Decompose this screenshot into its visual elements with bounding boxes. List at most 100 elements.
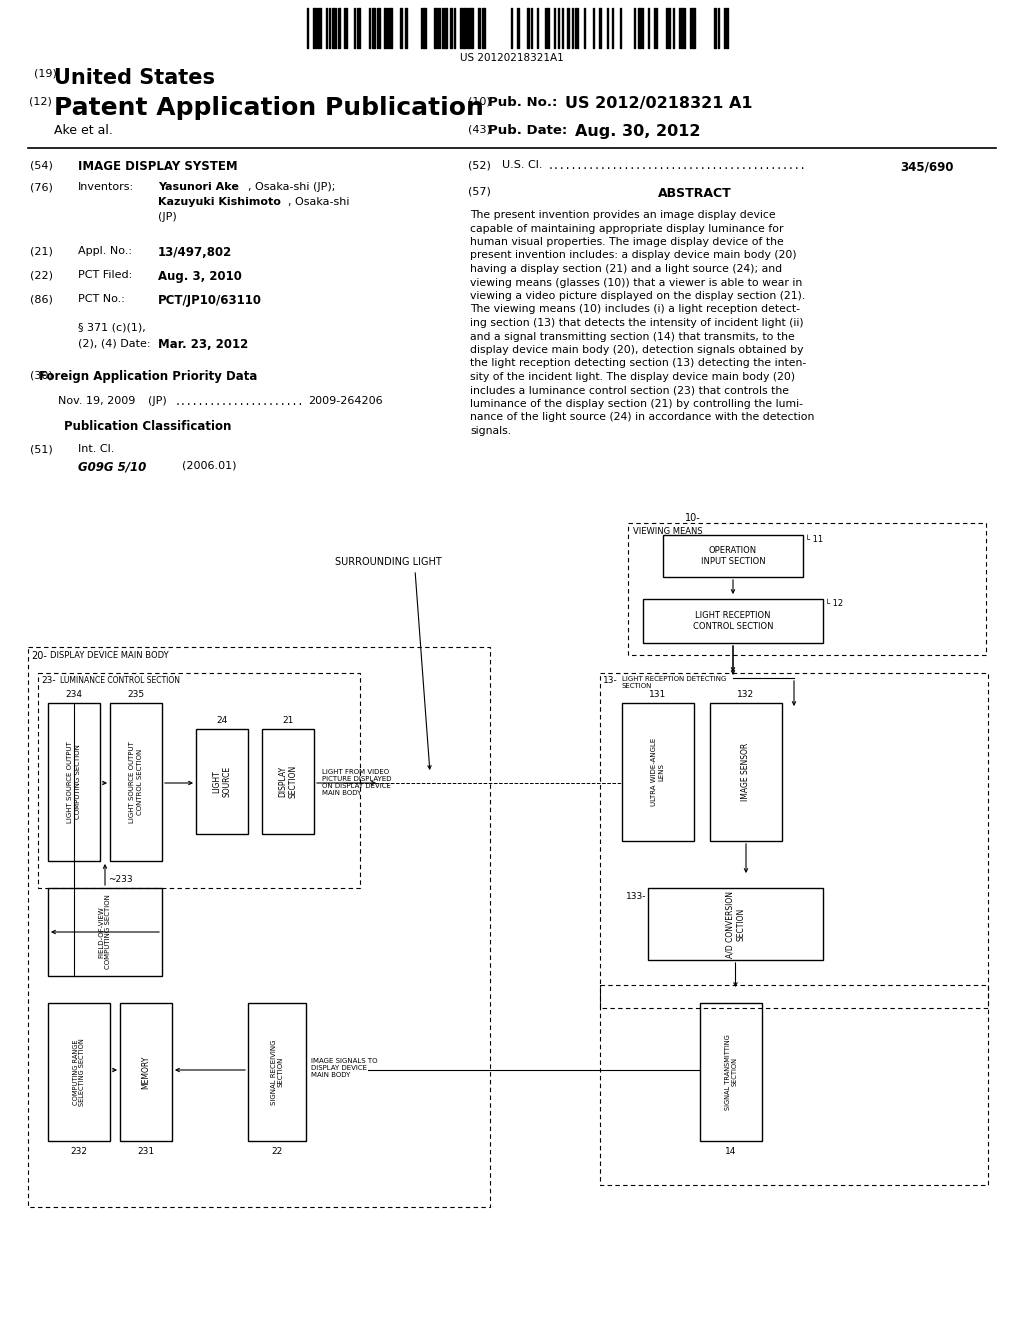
Text: LIGHT
SOURCE: LIGHT SOURCE [212, 766, 231, 797]
Text: LIGHT RECEPTION
CONTROL SECTION: LIGHT RECEPTION CONTROL SECTION [693, 611, 773, 631]
Text: includes a luminance control section (23) that controls the: includes a luminance control section (23… [470, 385, 790, 396]
Bar [648, 888, 823, 960]
Text: ULTRA WIDE-ANGLE
LENS: ULTRA WIDE-ANGLE LENS [651, 738, 665, 807]
Text: 23-: 23- [41, 676, 55, 685]
Text: 10-: 10- [685, 513, 700, 523]
Bar [600, 985, 988, 1185]
Text: PCT Filed:: PCT Filed: [78, 271, 132, 280]
Text: A/D CONVERSION
SECTION: A/D CONVERSION SECTION [726, 891, 745, 957]
Text: present invention includes: a display device main body (20): present invention includes: a display de… [470, 251, 797, 260]
Text: (10): (10) [468, 96, 490, 106]
Text: Kazuyuki Kishimoto: Kazuyuki Kishimoto [158, 197, 281, 207]
Text: Ake et al.: Ake et al. [54, 124, 113, 137]
Text: OPERATION
INPUT SECTION: OPERATION INPUT SECTION [700, 546, 765, 566]
Bar [38, 673, 360, 888]
Text: viewing means (glasses (10)) that a viewer is able to wear in: viewing means (glasses (10)) that a view… [470, 277, 802, 288]
Bar [48, 704, 100, 861]
Bar [643, 599, 823, 643]
Text: Aug. 30, 2012: Aug. 30, 2012 [575, 124, 700, 139]
Text: signals.: signals. [470, 426, 511, 436]
Text: (2), (4) Date:: (2), (4) Date: [78, 338, 151, 348]
Text: 132: 132 [737, 690, 755, 700]
Text: the light reception detecting section (13) detecting the inten-: the light reception detecting section (1… [470, 359, 806, 368]
Text: 20-: 20- [31, 651, 47, 661]
Text: US 20120218321A1: US 20120218321A1 [460, 53, 564, 63]
Text: └ 12: └ 12 [825, 599, 843, 609]
Text: 133-: 133- [626, 892, 646, 902]
Text: 13-: 13- [603, 676, 617, 685]
Text: 345/690: 345/690 [900, 160, 953, 173]
Text: 131: 131 [649, 690, 667, 700]
Text: COMPUTING RANGE
SELECTING SECTION: COMPUTING RANGE SELECTING SECTION [73, 1038, 85, 1106]
Text: § 371 (c)(1),: § 371 (c)(1), [78, 322, 145, 333]
Text: Inventors:: Inventors: [78, 182, 134, 191]
Text: Patent Application Publication: Patent Application Publication [54, 96, 484, 120]
Text: The viewing means (10) includes (i) a light reception detect-: The viewing means (10) includes (i) a li… [470, 305, 800, 314]
Text: 231: 231 [137, 1147, 155, 1156]
Bar [120, 1003, 172, 1140]
Text: (51): (51) [30, 444, 53, 454]
Text: (JP): (JP) [148, 396, 167, 407]
Text: SURROUNDING LIGHT: SURROUNDING LIGHT [335, 557, 441, 568]
Text: Pub. Date:: Pub. Date: [488, 124, 567, 137]
Text: SIGNAL TRANSMITTING
SECTION: SIGNAL TRANSMITTING SECTION [725, 1034, 737, 1110]
Text: IMAGE DISPLAY SYSTEM: IMAGE DISPLAY SYSTEM [78, 160, 238, 173]
Text: , Osaka-shi: , Osaka-shi [288, 197, 349, 207]
Bar [110, 704, 162, 861]
Text: nance of the light source (24) in accordance with the detection: nance of the light source (24) in accord… [470, 412, 814, 422]
Bar [628, 523, 986, 655]
Text: Yasunori Ake: Yasunori Ake [158, 182, 239, 191]
Text: VIEWING MEANS: VIEWING MEANS [633, 527, 702, 536]
Text: human visual properties. The image display device of the: human visual properties. The image displ… [470, 238, 783, 247]
Text: FIELD-OF-VIEW
COMPUTING SECTION: FIELD-OF-VIEW COMPUTING SECTION [98, 895, 112, 969]
Text: (57): (57) [468, 187, 490, 197]
Text: (JP): (JP) [158, 213, 177, 222]
Bar [28, 647, 490, 1206]
Text: Nov. 19, 2009: Nov. 19, 2009 [58, 396, 135, 407]
Text: 22: 22 [271, 1147, 283, 1156]
Bar [700, 1003, 762, 1140]
Bar [622, 704, 694, 841]
Text: display device main body (20), detection signals obtained by: display device main body (20), detection… [470, 345, 804, 355]
Text: 232: 232 [71, 1147, 87, 1156]
Text: (2006.01): (2006.01) [182, 459, 237, 470]
Text: MEMORY: MEMORY [141, 1055, 151, 1089]
Bar [663, 535, 803, 577]
Text: PCT No.:: PCT No.: [78, 294, 125, 304]
Bar [248, 1003, 306, 1140]
Text: Foreign Application Priority Data: Foreign Application Priority Data [39, 370, 257, 383]
Text: Int. Cl.: Int. Cl. [78, 444, 115, 454]
Text: LIGHT RECEPTION DETECTING
SECTION: LIGHT RECEPTION DETECTING SECTION [622, 676, 726, 689]
Text: IMAGE SIGNALS TO
DISPLAY DEVICE
MAIN BODY: IMAGE SIGNALS TO DISPLAY DEVICE MAIN BOD… [311, 1059, 378, 1078]
Text: (54): (54) [30, 160, 53, 170]
Text: (76): (76) [30, 182, 53, 191]
Text: (30): (30) [30, 370, 53, 380]
Text: luminance of the display section (21) by controlling the lumi-: luminance of the display section (21) by… [470, 399, 803, 409]
Text: ing section (13) that detects the intensity of incident light (ii): ing section (13) that detects the intens… [470, 318, 804, 327]
Text: DISPLAY
SECTION: DISPLAY SECTION [279, 764, 298, 799]
Bar [710, 704, 782, 841]
Text: US 2012/0218321 A1: US 2012/0218321 A1 [565, 96, 753, 111]
Text: IMAGE SENSOR: IMAGE SENSOR [741, 743, 751, 801]
Text: (19): (19) [34, 69, 57, 78]
Text: Appl. No.:: Appl. No.: [78, 246, 132, 256]
Text: 13/497,802: 13/497,802 [158, 246, 232, 259]
Text: ABSTRACT: ABSTRACT [658, 187, 732, 201]
Text: United States: United States [54, 69, 215, 88]
Bar [48, 1003, 110, 1140]
Bar [262, 729, 314, 834]
Text: 21: 21 [283, 715, 294, 725]
Text: 234: 234 [66, 690, 83, 700]
Text: viewing a video picture displayed on the display section (21).: viewing a video picture displayed on the… [470, 290, 805, 301]
Text: ......................: ...................... [175, 397, 304, 407]
Text: U.S. Cl.: U.S. Cl. [502, 160, 543, 170]
Text: DISPLAY DEVICE MAIN BODY: DISPLAY DEVICE MAIN BODY [50, 651, 169, 660]
Text: 235: 235 [127, 690, 144, 700]
Text: (52): (52) [468, 160, 490, 170]
Text: PCT/JP10/63110: PCT/JP10/63110 [158, 294, 262, 308]
Bar [196, 729, 248, 834]
Text: (21): (21) [30, 246, 53, 256]
Text: SIGNAL RECEIVING
SECTION: SIGNAL RECEIVING SECTION [270, 1039, 284, 1105]
Text: LIGHT FROM VIDEO
PICTURE DISPLAYED
ON DISPLAY DEVICE
MAIN BODY: LIGHT FROM VIDEO PICTURE DISPLAYED ON DI… [322, 770, 391, 796]
Text: G09G 5/10: G09G 5/10 [78, 459, 146, 473]
